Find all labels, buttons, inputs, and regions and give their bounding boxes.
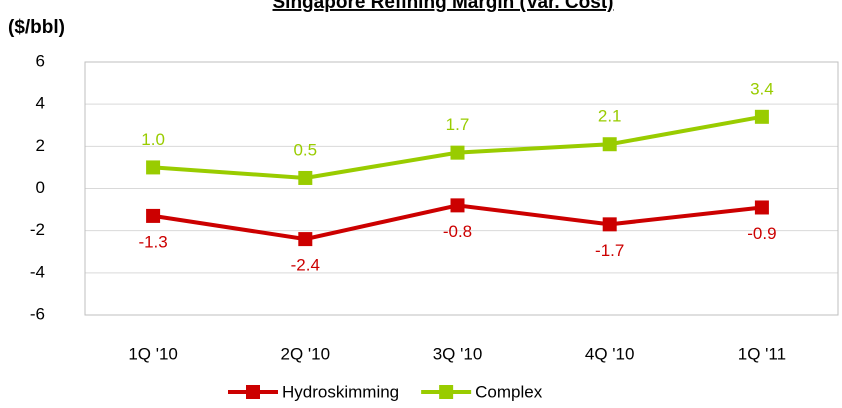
y-tick-label: -4 — [30, 262, 45, 281]
data-label: -2.4 — [291, 256, 320, 275]
y-axis-label: ($/bbl) — [8, 17, 65, 38]
data-label: -0.9 — [747, 224, 776, 243]
x-tick-label: 4Q '10 — [585, 344, 635, 363]
y-tick-label: 2 — [36, 136, 45, 155]
legend-label: Complex — [475, 382, 543, 401]
legend-swatch-marker — [439, 385, 454, 399]
marker — [754, 109, 769, 124]
y-tick-label: -2 — [30, 220, 45, 239]
data-label: -0.8 — [443, 222, 472, 241]
marker — [602, 137, 617, 152]
data-label: 1.7 — [446, 115, 470, 134]
legend-swatch-marker — [246, 385, 260, 399]
marker — [298, 170, 313, 185]
data-label: 3.4 — [750, 79, 774, 98]
marker — [450, 198, 465, 213]
data-label: -1.3 — [138, 232, 167, 251]
plot-frame — [84, 61, 839, 316]
marker — [754, 200, 769, 215]
y-tick-label: 6 — [36, 51, 45, 70]
y-tick-label: 4 — [36, 94, 45, 113]
y-tick-label: 0 — [36, 178, 45, 197]
marker — [298, 232, 313, 247]
legend-label: Hydroskimming — [282, 382, 399, 401]
x-tick-label: 1Q '11 — [738, 344, 786, 363]
marker — [602, 217, 617, 232]
marker — [146, 160, 161, 175]
data-label: -1.7 — [595, 241, 624, 260]
data-label: 2.1 — [598, 107, 622, 126]
y-tick-label: -6 — [30, 304, 45, 323]
data-label: 0.5 — [293, 140, 317, 159]
marker — [146, 208, 161, 223]
chart-title: Singapore Refining Margin (Var. Cost) — [273, 0, 614, 13]
x-tick-label: 1Q '10 — [128, 344, 178, 363]
x-tick-label: 2Q '10 — [281, 344, 331, 363]
data-label: 1.0 — [141, 130, 165, 149]
marker — [450, 145, 465, 160]
x-tick-label: 3Q '10 — [433, 344, 483, 363]
